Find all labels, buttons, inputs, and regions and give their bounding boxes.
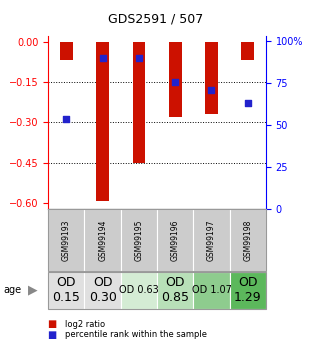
Text: GSM99193: GSM99193 <box>62 219 71 261</box>
Text: ■: ■ <box>48 319 61 329</box>
Text: OD
1.29: OD 1.29 <box>234 276 262 304</box>
Bar <box>241 42 254 60</box>
Text: GSM99197: GSM99197 <box>207 219 216 261</box>
Text: GDS2591 / 507: GDS2591 / 507 <box>108 12 203 25</box>
Text: percentile rank within the sample: percentile rank within the sample <box>65 330 207 339</box>
Text: GSM99194: GSM99194 <box>98 219 107 261</box>
Text: log2 ratio: log2 ratio <box>65 320 105 329</box>
Bar <box>60 42 73 60</box>
Text: ■: ■ <box>48 330 61 339</box>
Bar <box>205 42 218 115</box>
Text: GSM99195: GSM99195 <box>134 219 143 261</box>
Point <box>245 100 250 106</box>
Text: OD
0.85: OD 0.85 <box>161 276 189 304</box>
Point <box>64 117 69 122</box>
Text: GSM99196: GSM99196 <box>171 219 180 261</box>
Point <box>209 87 214 93</box>
Bar <box>96 42 109 201</box>
Point <box>137 55 142 60</box>
Text: ▶: ▶ <box>28 284 37 297</box>
Text: OD
0.30: OD 0.30 <box>89 276 117 304</box>
Text: OD
0.15: OD 0.15 <box>53 276 80 304</box>
Bar <box>132 42 145 163</box>
Text: OD 0.63: OD 0.63 <box>119 285 159 295</box>
Point <box>100 55 105 60</box>
Text: OD 1.07: OD 1.07 <box>192 285 231 295</box>
Point <box>173 79 178 85</box>
Bar <box>169 42 182 117</box>
Text: age: age <box>3 285 21 295</box>
Text: GSM99198: GSM99198 <box>243 219 252 261</box>
